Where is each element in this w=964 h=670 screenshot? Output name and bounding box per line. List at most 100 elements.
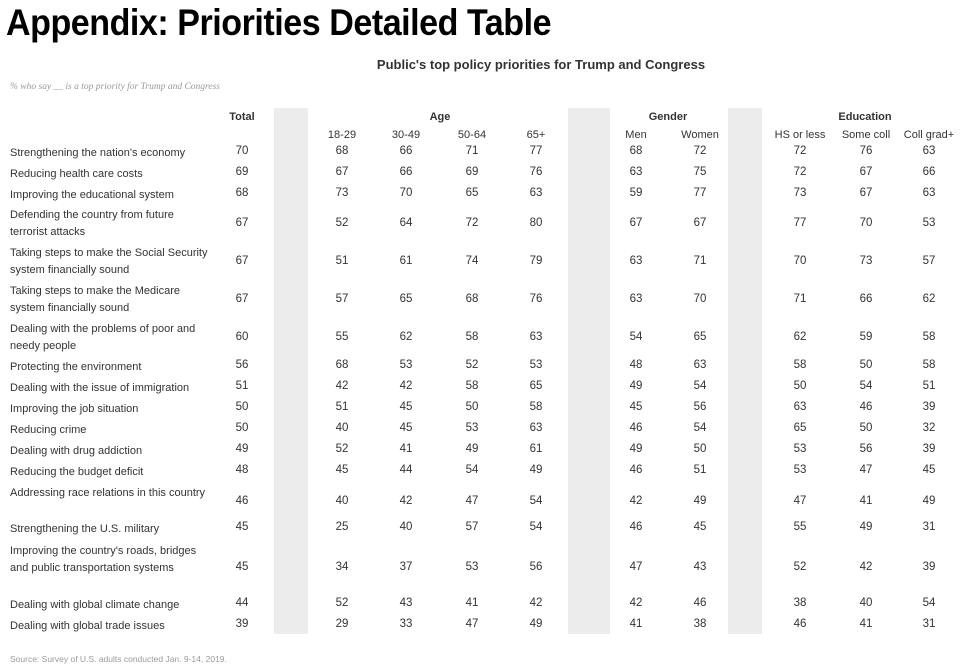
table-cell: 32 [922, 422, 936, 434]
table-cell: 45 [629, 401, 643, 413]
table-row: Reducing crime 50 40 45 53 63 46 54 65 50 32 [0, 422, 964, 436]
table-cell: 42 [629, 494, 643, 507]
row-label: Strengthening the U.S. military [10, 523, 160, 535]
table-cell: 80 [529, 216, 543, 229]
table-cell: 42 [859, 561, 873, 573]
table-cell: 60 [235, 330, 249, 343]
table-cell: 43 [399, 597, 413, 609]
table-cell: 73 [793, 187, 807, 199]
table-cell: 62 [793, 330, 807, 343]
table-cell: 56 [529, 561, 543, 573]
table-row: Taking steps to make the Social Security… [0, 245, 964, 278]
table-cell: 39 [922, 561, 936, 573]
row-label: Taking steps to make the Medicare system… [10, 285, 180, 314]
table-cell: 41 [399, 443, 413, 455]
table-cell: 46 [629, 422, 643, 434]
table-cell: 41 [465, 597, 479, 609]
table-cell: 54 [922, 597, 936, 609]
table-cell: 45 [693, 521, 707, 533]
row-label: Dealing with global climate change [10, 599, 180, 611]
table-cell: 59 [629, 187, 643, 199]
row-label: Dealing with the issue of immigration [10, 382, 190, 394]
table-cell: 63 [693, 359, 707, 371]
table-cell: 53 [465, 561, 479, 573]
table-cell: 40 [335, 422, 349, 434]
table-cell: 67 [335, 166, 349, 178]
table-cell: 71 [793, 292, 807, 305]
table-cell: 49 [465, 443, 479, 455]
table-cell: 76 [859, 145, 873, 157]
table-cell: 63 [922, 187, 936, 199]
table-cell: 53 [922, 216, 936, 229]
table-row: Reducing the budget deficit 48 45 44 54 49 46 5… [0, 464, 964, 478]
table-cell: 49 [629, 443, 643, 455]
table-row: Dealing with the problems of poor and ne… [0, 321, 964, 354]
table-cell: 49 [529, 618, 543, 630]
table-cell: 65 [693, 330, 707, 343]
table-cell: 66 [922, 166, 936, 178]
row-label: Defending the country from future terror… [10, 209, 174, 238]
table-cell: 54 [693, 380, 707, 392]
table-cell: 63 [529, 422, 543, 434]
age-group-header: Age [429, 111, 451, 123]
table-cell: 71 [465, 145, 479, 157]
table-cell: 40 [859, 597, 873, 609]
table-cell: 42 [399, 380, 413, 392]
table-row: Dealing with drug addiction 49 52 41 49 61 49 5… [0, 443, 964, 457]
table-row: Reducing health care costs 69 67 66 69 76 63 75… [0, 166, 964, 180]
table-cell: 72 [693, 145, 707, 157]
table-cell: 47 [859, 464, 873, 476]
table-cell: 43 [693, 561, 707, 573]
table-cell: 55 [335, 330, 349, 343]
table-cell: 63 [793, 401, 807, 413]
table-row: Improving the educational system 68 73 70 65… [0, 187, 964, 201]
column-header: Men [625, 129, 647, 141]
table-cell: 73 [335, 187, 349, 199]
table-cell: 72 [793, 166, 807, 178]
table-cell: 49 [922, 494, 936, 507]
table-row: Strengthening the nation's economy 70 68 66… [0, 145, 964, 159]
table-cell: 54 [693, 422, 707, 434]
table-cell: 47 [793, 494, 807, 507]
column-header: Coll grad+ [903, 129, 955, 141]
table-cell: 58 [922, 330, 936, 343]
table-cell: 37 [399, 561, 413, 573]
table-cell: 52 [335, 216, 349, 229]
row-label: Dealing with drug addiction [10, 445, 143, 457]
table-cell: 50 [235, 401, 249, 413]
table-row: Protecting the environment 56 68 53 52 53 48 63… [0, 359, 964, 373]
table-cell: 70 [859, 216, 873, 229]
table-cell: 46 [693, 597, 707, 609]
table-cell: 45 [335, 464, 349, 476]
table-cell: 65 [793, 422, 807, 434]
table-cell: 61 [529, 443, 543, 455]
table-cell: 52 [465, 359, 479, 371]
table-cell: 68 [235, 187, 249, 199]
row-label: Improving the educational system [10, 189, 174, 201]
table-cell: 58 [465, 330, 479, 343]
table-cell: 63 [922, 145, 936, 157]
row-label: Reducing health care costs [10, 168, 143, 180]
table-cell: 55 [793, 521, 807, 533]
table-cell: 47 [465, 494, 479, 507]
table-cell: 53 [465, 422, 479, 434]
table-cell: 45 [235, 561, 249, 573]
table-cell: 40 [335, 494, 349, 507]
table-cell: 71 [693, 254, 707, 267]
table-cell: 63 [629, 254, 643, 267]
table-cell: 42 [399, 494, 413, 507]
table-cell: 67 [235, 216, 249, 229]
table-row: Defending the country from future terror… [0, 207, 964, 240]
gender-group-header: Gender [648, 111, 688, 123]
row-label: Dealing with the problems of poor and ne… [10, 323, 196, 352]
table-cell: 44 [235, 597, 249, 609]
table-cell: 41 [859, 494, 873, 507]
row-label: Protecting the environment [10, 361, 142, 373]
table-cell: 53 [399, 359, 413, 371]
table-cell: 54 [859, 380, 873, 392]
table-cell: 54 [629, 330, 643, 343]
table-cell: 70 [793, 254, 807, 267]
column-separator-shade [568, 108, 610, 634]
table-cell: 58 [793, 359, 807, 371]
table-cell: 52 [793, 561, 807, 573]
